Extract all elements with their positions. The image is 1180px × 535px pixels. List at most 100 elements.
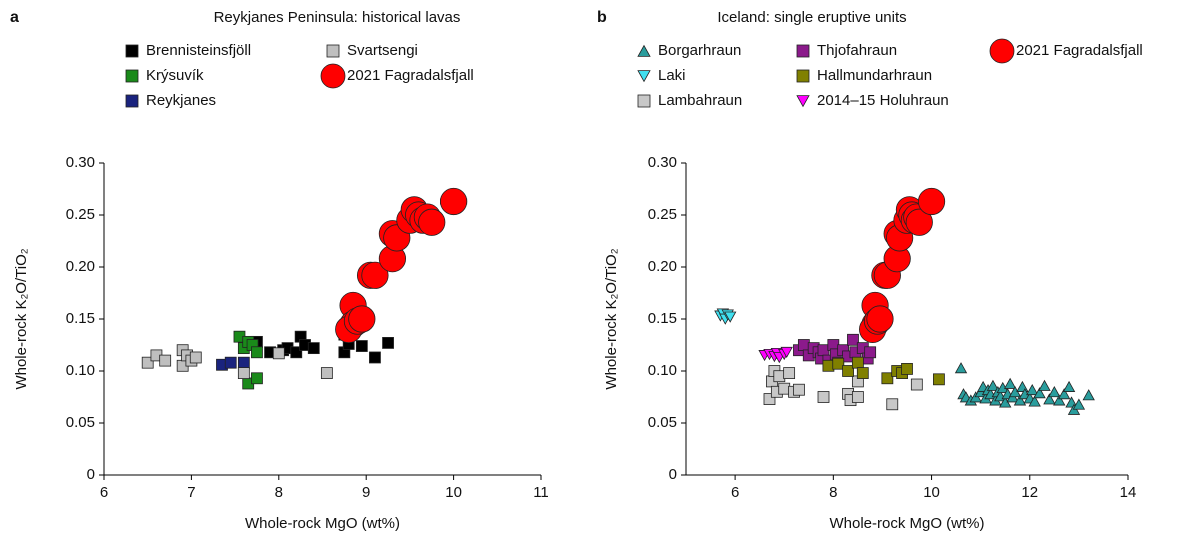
x-tick-label: 14 bbox=[1120, 484, 1137, 501]
y-tick-label: 0.05 bbox=[648, 414, 677, 431]
point bbox=[842, 365, 854, 377]
point bbox=[1057, 388, 1071, 400]
point bbox=[986, 379, 1000, 391]
point bbox=[1048, 386, 1061, 398]
point bbox=[237, 356, 250, 369]
point bbox=[1028, 395, 1041, 407]
legend-marker bbox=[326, 44, 340, 58]
legend-marker bbox=[796, 95, 810, 108]
y-tick-label: 0.20 bbox=[66, 258, 95, 275]
y-tick-label: 0.30 bbox=[66, 154, 95, 171]
panel-label: b bbox=[597, 9, 607, 26]
y-axis-label: Whole-rock K₂O/TiO₂ bbox=[13, 248, 30, 389]
point bbox=[439, 187, 468, 216]
x-tick-label: 12 bbox=[1021, 484, 1038, 501]
point bbox=[822, 359, 835, 372]
point bbox=[418, 208, 446, 236]
legend-label: Brennisteinsfjöll bbox=[146, 42, 251, 59]
legend-label: Borgarhraun bbox=[658, 42, 741, 59]
point bbox=[817, 391, 830, 403]
point bbox=[778, 382, 791, 395]
point bbox=[1016, 380, 1029, 392]
legend-label: 2021 Fagradalsfjall bbox=[1016, 42, 1143, 59]
legend-marker bbox=[989, 38, 1015, 64]
point bbox=[251, 372, 263, 385]
point bbox=[290, 346, 303, 359]
y-tick-label: 0.20 bbox=[648, 258, 677, 275]
point bbox=[1072, 398, 1086, 410]
x-tick-label: 10 bbox=[923, 484, 940, 501]
point bbox=[189, 351, 202, 364]
chart-title: Iceland: single eruptive units bbox=[717, 9, 906, 26]
point bbox=[881, 372, 894, 385]
legend-marker bbox=[637, 94, 651, 108]
point bbox=[832, 357, 845, 370]
point bbox=[954, 362, 968, 374]
point bbox=[237, 367, 250, 379]
legend-marker bbox=[637, 44, 651, 57]
y-tick-label: 0.05 bbox=[66, 414, 95, 431]
legend-label: Laki bbox=[658, 67, 686, 84]
legend-marker bbox=[125, 44, 139, 58]
legend-label: Hallmundarhraun bbox=[817, 67, 932, 84]
x-axis-label: Whole-rock MgO (wt%) bbox=[245, 515, 400, 532]
point bbox=[917, 187, 946, 216]
x-tick-label: 8 bbox=[275, 484, 283, 501]
point bbox=[272, 347, 285, 360]
legend-label: Lambahraun bbox=[658, 92, 742, 109]
point bbox=[361, 261, 389, 289]
point bbox=[847, 333, 859, 346]
y-tick-label: 0.10 bbox=[648, 362, 677, 379]
legend-marker bbox=[796, 69, 810, 83]
point bbox=[307, 342, 320, 355]
legend-label: 2021 Fagradalsfjall bbox=[347, 67, 474, 84]
point bbox=[320, 367, 333, 379]
point bbox=[1062, 380, 1076, 392]
point bbox=[224, 356, 237, 369]
point bbox=[141, 356, 154, 369]
y-tick-label: 0.15 bbox=[66, 310, 95, 327]
point bbox=[382, 337, 394, 349]
point bbox=[159, 354, 172, 367]
point bbox=[763, 393, 776, 405]
point bbox=[1003, 377, 1017, 389]
x-tick-label: 11 bbox=[533, 484, 549, 501]
point bbox=[773, 370, 786, 383]
point bbox=[866, 305, 894, 333]
y-tick-label: 0 bbox=[669, 466, 677, 483]
x-tick-label: 9 bbox=[362, 484, 370, 501]
chart-title: Reykjanes Peninsula: historical lavas bbox=[214, 9, 461, 26]
x-tick-label: 7 bbox=[187, 484, 195, 501]
point bbox=[905, 208, 933, 236]
x-tick-label: 8 bbox=[829, 484, 837, 501]
y-tick-label: 0.25 bbox=[648, 206, 677, 223]
point bbox=[901, 363, 913, 375]
y-tick-label: 0.30 bbox=[648, 154, 677, 171]
legend-marker bbox=[125, 69, 139, 83]
legend-label: Svartsengi bbox=[347, 42, 418, 59]
point bbox=[251, 346, 263, 359]
point bbox=[783, 367, 796, 379]
x-tick-label: 10 bbox=[445, 484, 462, 501]
point bbox=[780, 346, 793, 359]
legend-marker bbox=[320, 63, 346, 89]
point bbox=[864, 346, 877, 359]
point bbox=[856, 367, 869, 379]
legend-marker bbox=[125, 94, 139, 108]
x-tick-label: 6 bbox=[731, 484, 739, 501]
point bbox=[355, 340, 368, 352]
x-tick-label: 6 bbox=[100, 484, 108, 501]
point bbox=[1026, 383, 1039, 396]
point bbox=[1082, 389, 1095, 401]
point bbox=[1013, 394, 1027, 406]
y-tick-label: 0 bbox=[87, 466, 95, 483]
point bbox=[1043, 393, 1056, 405]
legend-label: Reykjanes bbox=[146, 92, 216, 109]
point bbox=[793, 383, 805, 396]
point bbox=[817, 344, 830, 357]
point bbox=[851, 391, 864, 403]
point bbox=[1053, 394, 1066, 406]
y-tick-label: 0.10 bbox=[66, 362, 95, 379]
point bbox=[886, 398, 899, 411]
